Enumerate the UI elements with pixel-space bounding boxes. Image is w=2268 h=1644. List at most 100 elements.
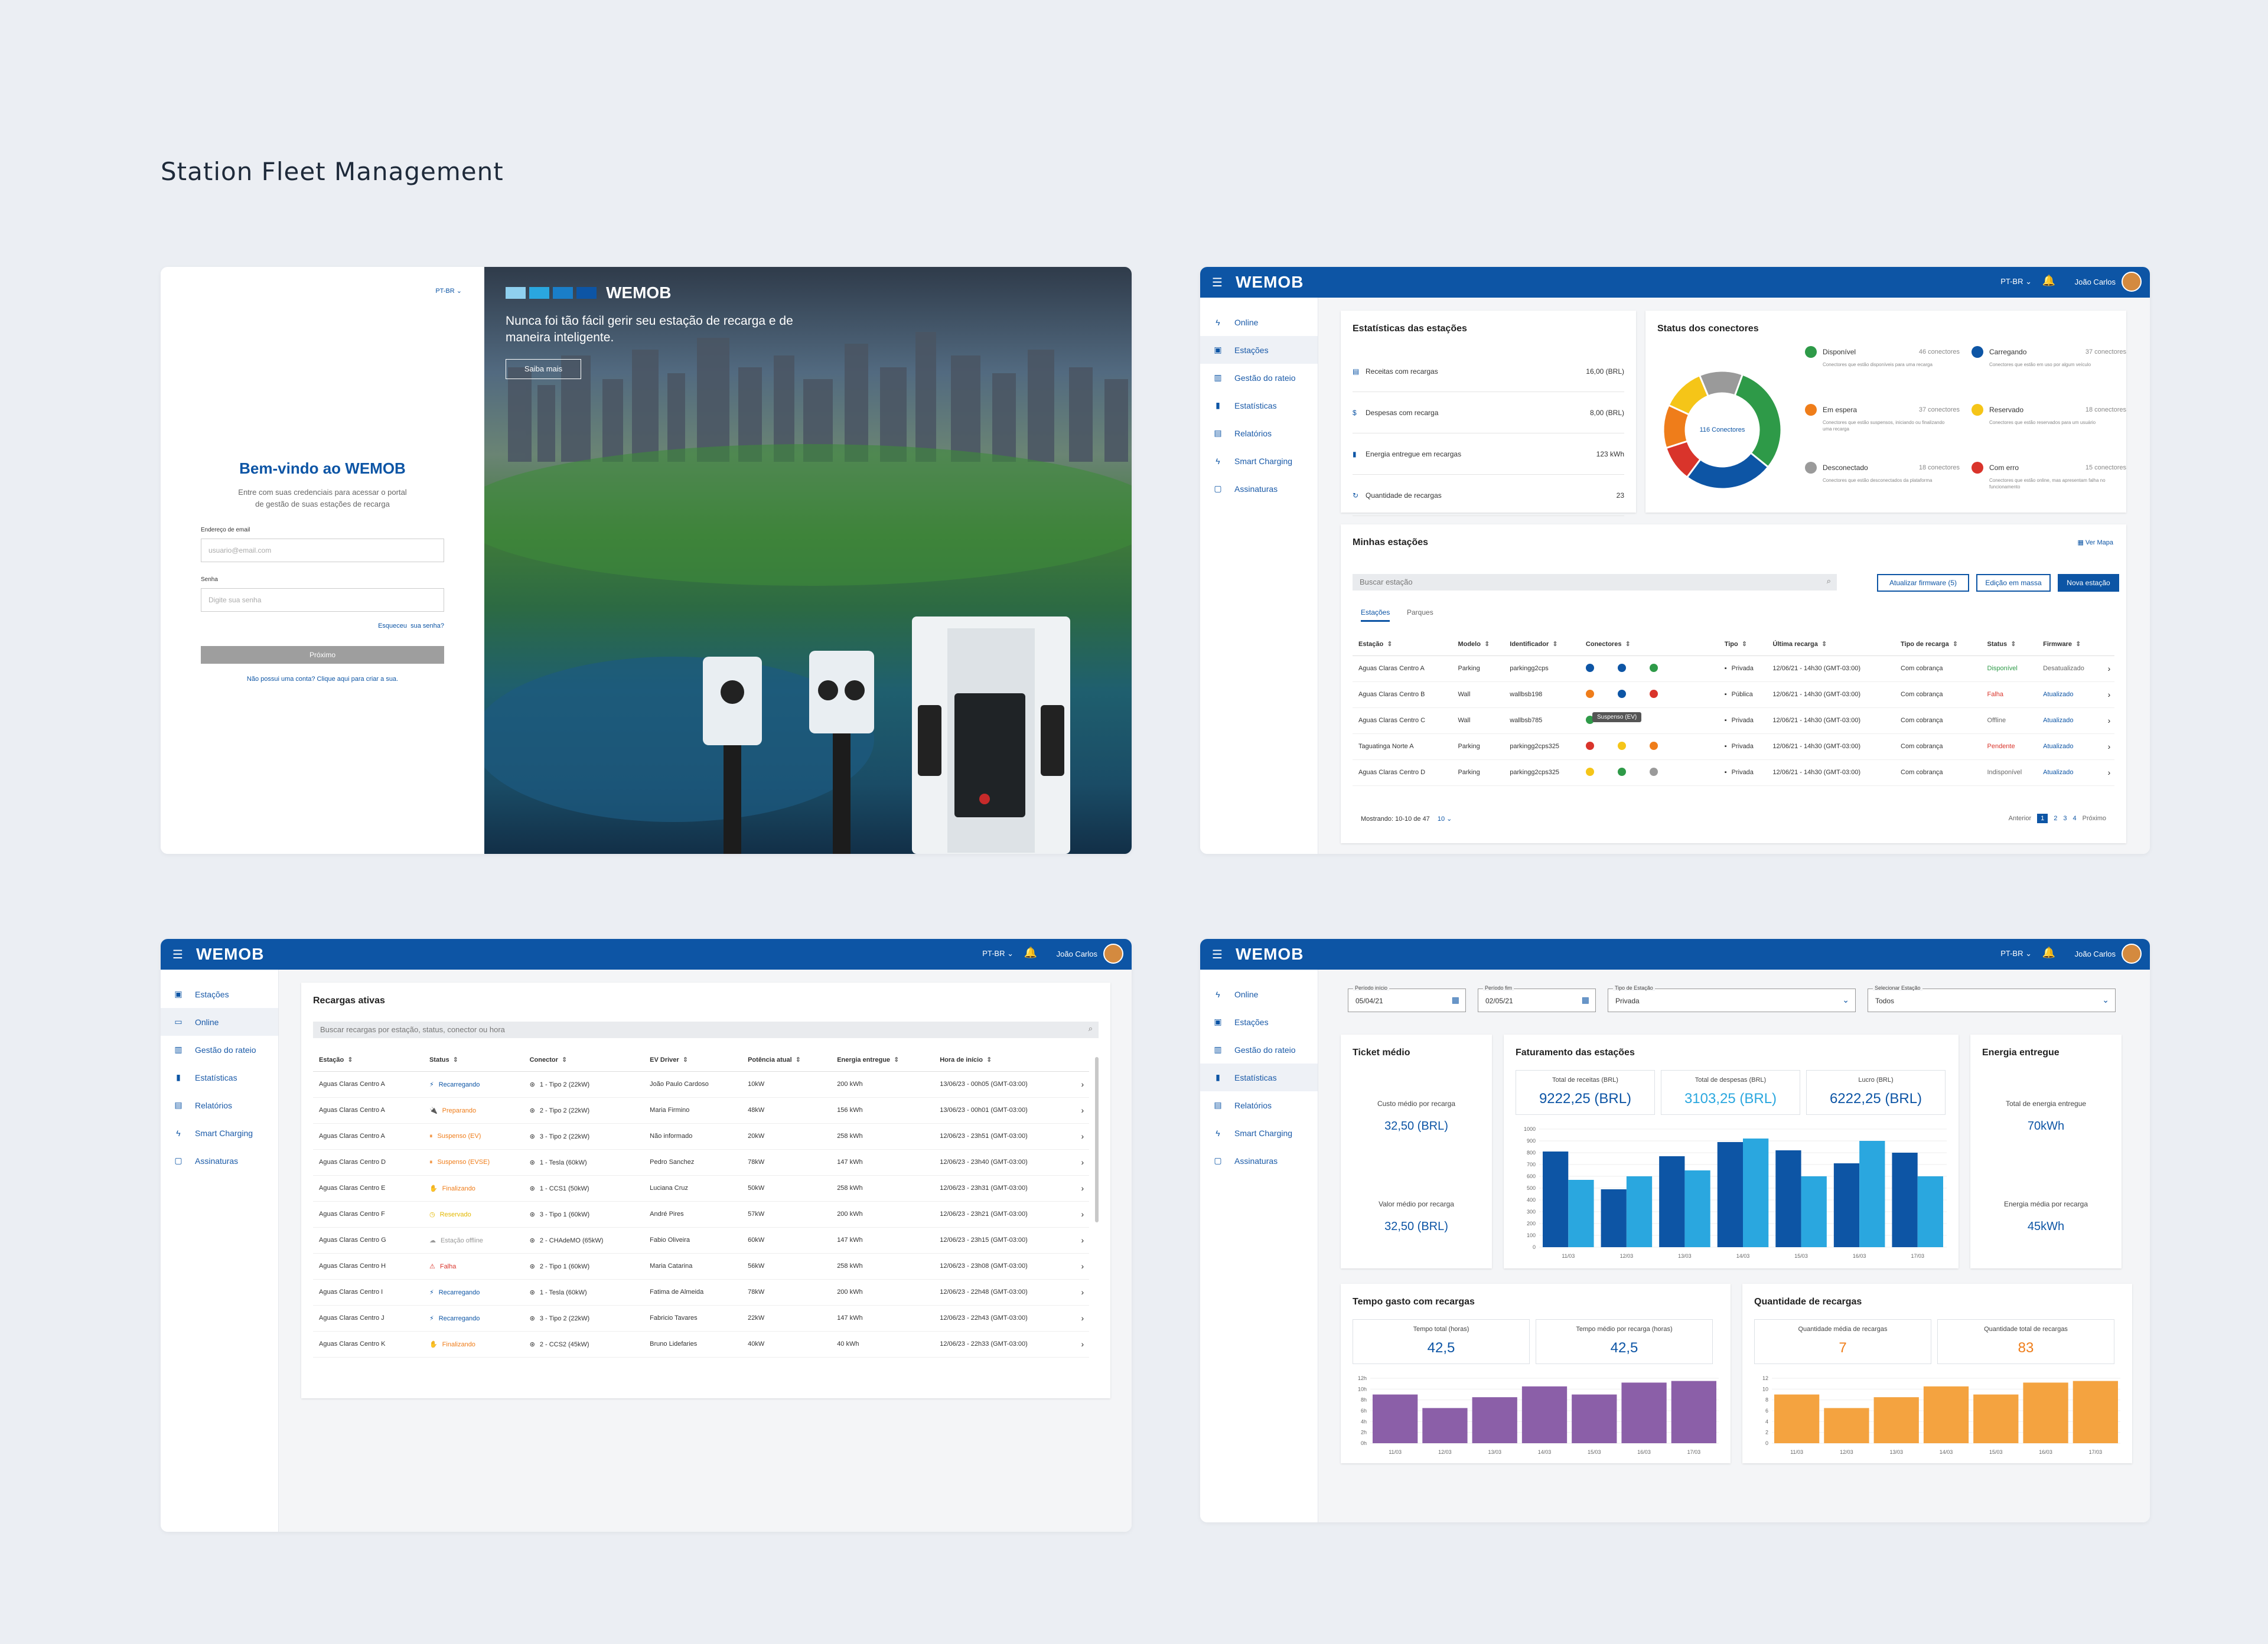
connector-status-icon[interactable]	[1649, 767, 1658, 776]
connector-status-icon[interactable]	[1617, 663, 1626, 672]
update-firmware-button[interactable]: Atualizar firmware (5)	[1877, 574, 1969, 592]
menu-icon[interactable]: ☰	[172, 948, 183, 961]
rows-per-page-select[interactable]: 10 ⌄	[1437, 816, 1452, 823]
nav-item-subscriptions[interactable]: ▢ Assinaturas	[1214, 1156, 1278, 1166]
table-row[interactable]: Aguas Claras Centro F ◷ Reservado ⊛ 3 - Tipo…	[313, 1201, 1089, 1228]
recharge-search-input[interactable]: Buscar recargas por estação, status, con…	[313, 1022, 1099, 1038]
connector-status-icon[interactable]	[1649, 663, 1658, 672]
signup-link[interactable]: Clique aqui para criar a sua.	[317, 676, 399, 683]
language-selector[interactable]: PT-BR ⌄	[435, 288, 462, 295]
nav-item-subscriptions[interactable]: ▢ Assinaturas	[174, 1156, 239, 1166]
page-button[interactable]: 3	[2063, 815, 2067, 822]
chevron-right-icon[interactable]: ›	[2101, 655, 2114, 682]
nav-item-smart-charging[interactable]: ϟ Smart Charging	[161, 1119, 278, 1147]
avatar[interactable]	[2122, 944, 2142, 964]
nav-item-online[interactable]: ϟ Online	[1200, 980, 1318, 1008]
column-header[interactable]: Conector ⇕	[523, 1049, 644, 1072]
table-row[interactable]: Aguas Claras Centro A 🔌 Preparando ⊛ 2 - Tip…	[313, 1097, 1089, 1124]
next-button[interactable]: Próximo	[201, 646, 444, 664]
connector-status-icon[interactable]	[1617, 767, 1626, 776]
menu-icon[interactable]: ☰	[1212, 276, 1223, 289]
user-name[interactable]: João Carlos	[2074, 278, 2116, 286]
nav-item-smart-charging[interactable]: ϟ Smart Charging	[1200, 1119, 1318, 1147]
connector-status-icon[interactable]	[1585, 767, 1594, 776]
connector-status-icon[interactable]	[1585, 715, 1594, 724]
chevron-right-icon[interactable]: ›	[2101, 681, 2114, 708]
connector-status-icon[interactable]	[1617, 689, 1626, 698]
avatar[interactable]	[1103, 944, 1123, 964]
table-row[interactable]: Aguas Claras Centro K ✋ Finalizando ⊛ 2 - CC…	[313, 1331, 1089, 1358]
table-scrollbar[interactable]	[1095, 1057, 1099, 1222]
nav-item-online[interactable]: ▭ Online	[161, 1008, 278, 1036]
nav-item-reports[interactable]: ▤ Relatórios	[1214, 1100, 1272, 1110]
notification-bell-icon[interactable]: 🔔	[1024, 947, 1037, 958]
learn-more-button[interactable]: Saiba mais	[506, 359, 581, 379]
table-row[interactable]: Aguas Claras Centro G ☁ Estação offline ⊛ 2 …	[313, 1227, 1089, 1254]
column-header[interactable]: Status ⇕	[423, 1049, 524, 1072]
table-row[interactable]: Aguas Claras Centro I ⚡ Recarregando ⊛ 1 - T…	[313, 1279, 1089, 1306]
chevron-right-icon[interactable]: ›	[1075, 1123, 1089, 1150]
new-station-button[interactable]: Nova estação	[2058, 574, 2119, 592]
column-header[interactable]: Conectores ⇕	[1579, 633, 1719, 656]
nav-item-stations[interactable]: ▣ Estações	[1200, 336, 1318, 364]
table-row[interactable]: Aguas Claras Centro J ⚡ Recarregando ⊛ 3 - T…	[313, 1305, 1089, 1332]
chevron-right-icon[interactable]: ›	[1075, 1253, 1089, 1280]
nav-item-stations[interactable]: ▣ Estações	[174, 989, 229, 999]
filter-field[interactable]: Tipo de Estação Privada ⌄	[1608, 985, 1856, 1012]
page-button[interactable]: 1	[2037, 814, 2048, 823]
prev-page-button[interactable]: Anterior	[2008, 815, 2032, 822]
menu-icon[interactable]: ☰	[1212, 948, 1223, 961]
password-field[interactable]: Digite sua senha	[201, 588, 444, 612]
view-map-link[interactable]: ▦ Ver Mapa	[2077, 539, 2113, 546]
page-button[interactable]: 2	[2054, 815, 2058, 822]
column-header[interactable]: Estação ⇕	[313, 1049, 423, 1072]
avatar[interactable]	[2122, 272, 2142, 292]
column-header[interactable]: Modelo ⇕	[1452, 633, 1504, 656]
tab-parks[interactable]: Parques	[1407, 608, 1433, 616]
nav-item-reports[interactable]: ▤ Relatórios	[174, 1100, 233, 1110]
column-header[interactable]: Tipo de recarga ⇕	[1895, 633, 1982, 656]
language-selector[interactable]: PT-BR ⌄	[2000, 949, 2032, 958]
nav-item-apportionment[interactable]: ▥ Gestão do rateio	[1214, 373, 1296, 383]
next-page-button[interactable]: Próximo	[2082, 815, 2106, 822]
table-row[interactable]: Taguatinga Norte A Parking parkingg2cps325…	[1353, 733, 2114, 760]
connector-status-icon[interactable]	[1649, 689, 1658, 698]
table-row[interactable]: Aguas Claras Centro A ⚡ Recarregando ⊛ 1 - T…	[313, 1071, 1089, 1098]
table-row[interactable]: Aguas Claras Centro D Parking parkingg2cps…	[1353, 759, 2114, 786]
column-header[interactable]: Energia entregue ⇕	[831, 1049, 934, 1072]
chevron-right-icon[interactable]: ›	[1075, 1097, 1089, 1124]
chevron-right-icon[interactable]: ›	[2101, 759, 2114, 786]
chevron-right-icon[interactable]: ›	[1075, 1331, 1089, 1358]
column-header[interactable]: Status ⇕	[1981, 633, 2038, 656]
column-header[interactable]: Estação ⇕	[1353, 633, 1452, 656]
table-row[interactable]: Aguas Claras Centro B Wall wallbsb198 ▪ Públ…	[1353, 681, 2114, 708]
nav-item-smart-charging[interactable]: ϟ Smart Charging	[1200, 447, 1318, 475]
column-header[interactable]: Última recarga ⇕	[1767, 633, 1895, 656]
nav-item-subscriptions[interactable]: ▢ Assinaturas	[1214, 484, 1278, 494]
table-row[interactable]: Aguas Claras Centro H ⚠ Falha ⊛ 2 - Tipo 1 (…	[313, 1253, 1089, 1280]
column-header[interactable]: Tipo ⇕	[1718, 633, 1767, 656]
chevron-right-icon[interactable]: ›	[1075, 1149, 1089, 1176]
nav-item-reports[interactable]: ▤ Relatórios	[1214, 428, 1272, 438]
user-name[interactable]: João Carlos	[2074, 950, 2116, 958]
column-header[interactable]: Firmware ⇕	[2037, 633, 2102, 656]
column-header[interactable]: Identificador ⇕	[1504, 633, 1580, 656]
table-row[interactable]: Aguas Claras Centro C Wall wallbsb785 ▪ Priv…	[1353, 707, 2114, 734]
filter-field[interactable]: Período fim 02/05/21 ▦	[1478, 985, 1596, 1012]
column-header[interactable]: EV Driver ⇕	[644, 1049, 742, 1072]
nav-item-statistics[interactable]: ▮ Estatísticas	[1200, 1064, 1318, 1091]
table-row[interactable]: Aguas Claras Centro A ⏸ Suspenso (EV) ⊛ 3 - …	[313, 1123, 1089, 1150]
connector-status-icon[interactable]	[1585, 741, 1594, 750]
bulk-edit-button[interactable]: Edição em massa	[1976, 574, 2051, 592]
tab-stations[interactable]: Estações	[1361, 608, 1390, 622]
filter-field[interactable]: Selecionar Estação Todos ⌄	[1868, 985, 2116, 1012]
email-field[interactable]: usuario@email.com	[201, 539, 444, 562]
language-selector[interactable]: PT-BR ⌄	[2000, 277, 2032, 286]
column-header[interactable]: Potência atual ⇕	[742, 1049, 832, 1072]
column-header[interactable]: Hora de início ⇕	[934, 1049, 1076, 1072]
table-row[interactable]: Aguas Claras Centro E ✋ Finalizando ⊛ 1 - CC…	[313, 1175, 1089, 1202]
chevron-right-icon[interactable]: ›	[1075, 1201, 1089, 1228]
connector-status-icon[interactable]	[1617, 741, 1626, 750]
table-row[interactable]: Aguas Claras Centro A Parking parkingg2cps…	[1353, 655, 2114, 682]
forgot-password-link[interactable]: Esqueceu sua senha?	[378, 622, 444, 629]
